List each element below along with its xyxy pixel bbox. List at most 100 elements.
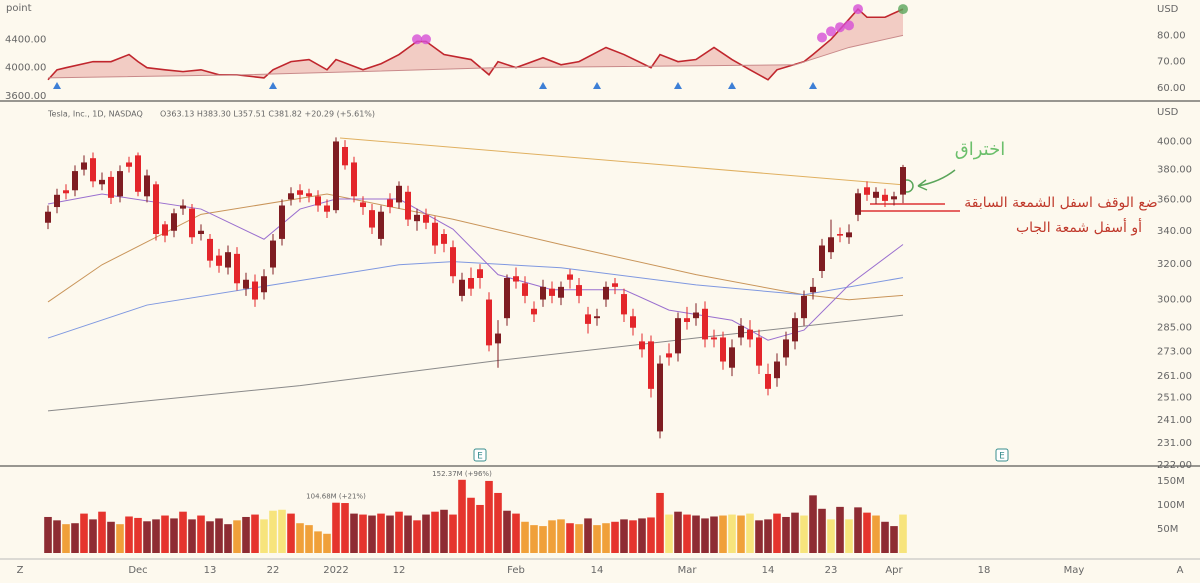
candle-body	[846, 232, 852, 238]
symbol-title: Tesla, Inc., 1D, NASDAQ	[47, 110, 143, 119]
axis-button[interactable]: Z	[17, 565, 24, 576]
y-tick-label: 340.00	[1157, 226, 1192, 237]
volume-bar	[98, 511, 106, 553]
volume-bar	[269, 510, 277, 553]
earnings-label: E	[999, 452, 1005, 462]
volume-bar	[782, 516, 790, 553]
candle-body	[657, 363, 663, 432]
marker	[898, 4, 908, 15]
volume-bar	[656, 492, 664, 553]
stop-note: ضع الوقف اسفل الشمعة السابقة	[964, 195, 1157, 211]
x-tick-label: 14	[591, 565, 604, 576]
earnings-label: E	[477, 452, 483, 462]
candle-body	[432, 222, 438, 246]
candle-body	[63, 190, 69, 194]
volume-bar	[827, 519, 835, 553]
candle-body	[144, 175, 150, 197]
candle-body	[567, 274, 573, 280]
volume-bar	[341, 503, 349, 553]
candle-body	[117, 171, 123, 197]
volume-bar	[863, 512, 871, 553]
candle-body	[801, 295, 807, 319]
volume-bar	[467, 497, 475, 553]
x-tick-label: Feb	[507, 565, 525, 576]
candle-body	[630, 316, 636, 328]
x-tick-label: 14	[762, 565, 775, 576]
candle-body	[441, 234, 447, 244]
candle-body	[738, 325, 744, 338]
volume-bar	[737, 515, 745, 553]
candle-body	[90, 158, 96, 182]
candle-body	[693, 312, 699, 319]
volume-bar	[404, 515, 412, 553]
candle-body	[900, 167, 906, 195]
signal	[674, 82, 682, 89]
price-unit: USD	[1157, 107, 1179, 118]
candle-body	[108, 176, 114, 198]
candle-body	[54, 194, 60, 208]
candle-body	[162, 224, 168, 236]
volume-bar	[521, 521, 529, 553]
candle-body	[387, 199, 393, 208]
volume-bar	[683, 514, 691, 553]
candle-body	[531, 308, 537, 315]
volume-bar	[539, 526, 547, 553]
y-tick-label: 261.00	[1157, 371, 1192, 382]
volume-bar	[206, 521, 214, 553]
volume-bar	[719, 515, 727, 553]
signal	[809, 82, 817, 89]
candle-body	[225, 252, 231, 268]
candle-body	[522, 283, 528, 296]
candle-body	[234, 253, 240, 284]
candle-body	[729, 347, 735, 368]
y-tick-label: 100M	[1157, 500, 1185, 511]
volume-bar	[647, 517, 655, 553]
candle-body	[549, 288, 555, 296]
volume-bar	[440, 509, 448, 553]
candle-body	[216, 255, 222, 266]
line	[47, 34, 904, 79]
y-tick-label: 222.00	[1157, 460, 1192, 471]
stop-note: أو أسفل شمعة الجاب	[1016, 218, 1142, 236]
candle-body	[396, 185, 402, 203]
candle-body	[873, 191, 879, 198]
volume-bar	[278, 509, 286, 553]
volume-bar	[44, 516, 52, 553]
candle-body	[675, 318, 681, 354]
volume-bar	[629, 520, 637, 553]
volume-bar	[881, 521, 889, 553]
marker	[844, 20, 854, 31]
volume-bar	[674, 511, 682, 553]
candle-body	[684, 318, 690, 322]
axis-button[interactable]: A	[1177, 565, 1184, 576]
y-tick-label: 251.00	[1157, 393, 1192, 404]
signal	[593, 82, 601, 89]
marker	[835, 22, 845, 33]
volume-bar	[773, 513, 781, 553]
x-tick-label: 13	[204, 565, 217, 576]
candle-body	[342, 146, 348, 166]
signal	[269, 82, 277, 89]
candle-body	[666, 353, 672, 358]
volume-bar	[620, 519, 628, 553]
candle-body	[486, 299, 492, 346]
volume-bar	[188, 519, 196, 553]
x-tick-label: May	[1064, 565, 1085, 576]
breakout-note: اختراق	[955, 139, 1005, 160]
volume-bar	[368, 515, 376, 553]
x-tick-label: 2022	[323, 565, 348, 576]
volume-bar	[845, 519, 853, 553]
candle-body	[369, 210, 375, 228]
volume-bar	[710, 516, 718, 553]
volume-bar	[854, 507, 862, 553]
volume-bar	[71, 523, 79, 553]
volume-bar	[224, 524, 232, 553]
volume-bar	[53, 520, 61, 553]
candle-body	[288, 193, 294, 200]
volume-bar	[485, 480, 493, 553]
volume-bar	[152, 519, 160, 553]
volume-bar	[791, 512, 799, 553]
y-tick-label: 400.00	[1157, 136, 1192, 147]
candle-body	[81, 162, 87, 170]
candle-body	[720, 337, 726, 362]
